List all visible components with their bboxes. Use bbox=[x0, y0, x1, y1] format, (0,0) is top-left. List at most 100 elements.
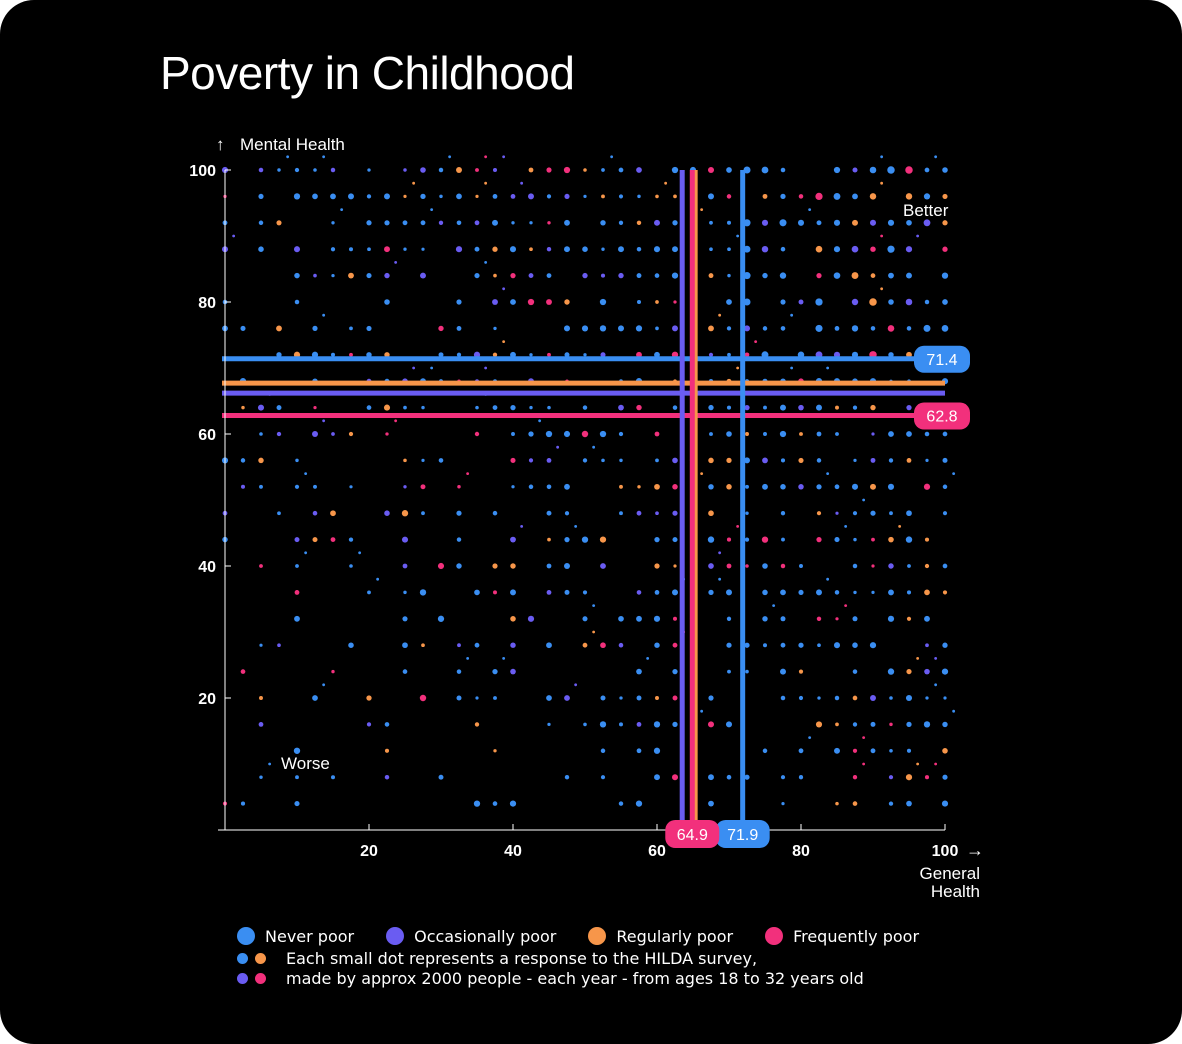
response-dot bbox=[599, 721, 607, 728]
response-dot bbox=[510, 642, 516, 648]
response-dot bbox=[619, 696, 623, 700]
response-dot bbox=[509, 246, 517, 253]
response-dot bbox=[349, 485, 353, 489]
response-dot bbox=[581, 536, 589, 543]
response-dot bbox=[923, 483, 931, 490]
response-dot bbox=[942, 484, 948, 490]
response-dot bbox=[718, 577, 722, 581]
response-dot bbox=[618, 642, 624, 648]
response-dot bbox=[743, 272, 751, 280]
response-dot bbox=[412, 181, 416, 185]
response-dot bbox=[547, 352, 551, 357]
response-dot bbox=[492, 510, 498, 516]
response-dot bbox=[816, 589, 822, 596]
response-dot bbox=[456, 299, 462, 305]
response-dot bbox=[708, 589, 714, 596]
response-dot bbox=[547, 537, 551, 542]
response-dot bbox=[384, 748, 390, 753]
response-dot bbox=[761, 219, 769, 226]
dot-sample-icon bbox=[237, 952, 248, 964]
response-dot bbox=[618, 801, 624, 806]
response-dot bbox=[564, 246, 570, 253]
response-dot bbox=[942, 193, 948, 199]
response-dot bbox=[844, 604, 848, 607]
response-dot bbox=[457, 643, 461, 648]
response-dot bbox=[493, 749, 497, 753]
response-dot bbox=[348, 193, 354, 200]
response-dot bbox=[654, 536, 660, 543]
response-dot bbox=[636, 668, 642, 675]
response-dot bbox=[618, 272, 624, 279]
response-dot bbox=[888, 536, 894, 543]
response-dot bbox=[870, 748, 876, 754]
response-dot bbox=[816, 616, 822, 622]
response-dot bbox=[520, 181, 524, 185]
response-dot bbox=[727, 273, 731, 278]
response-dot bbox=[888, 352, 894, 358]
response-dot bbox=[510, 457, 516, 463]
response-dot bbox=[934, 683, 938, 687]
response-dot bbox=[636, 167, 642, 173]
response-dot bbox=[511, 432, 515, 436]
response-dot bbox=[726, 589, 732, 596]
response-dot bbox=[592, 630, 596, 634]
response-dot bbox=[870, 326, 876, 331]
response-dot bbox=[448, 155, 452, 159]
response-dot bbox=[925, 458, 929, 463]
response-dot bbox=[726, 167, 732, 173]
response-dot bbox=[780, 326, 786, 331]
response-dot bbox=[851, 245, 859, 253]
response-dot bbox=[241, 405, 245, 410]
response-dot bbox=[293, 747, 301, 754]
response-dot bbox=[600, 273, 606, 278]
response-dot bbox=[707, 721, 715, 728]
response-dot bbox=[546, 642, 552, 649]
response-dot bbox=[726, 537, 732, 542]
response-dot bbox=[510, 404, 516, 411]
response-dot bbox=[563, 166, 571, 174]
response-dot bbox=[798, 775, 804, 780]
legend-label: Regularly poor bbox=[616, 926, 734, 946]
response-dot bbox=[277, 511, 281, 516]
response-dot bbox=[816, 458, 822, 463]
response-dot bbox=[916, 657, 920, 660]
response-dot bbox=[348, 431, 354, 437]
response-dot bbox=[528, 458, 534, 463]
response-dot bbox=[277, 643, 281, 648]
response-dot bbox=[906, 669, 912, 675]
response-dot bbox=[456, 510, 462, 516]
response-dot bbox=[421, 458, 425, 463]
response-dot bbox=[403, 247, 407, 251]
response-dot bbox=[438, 167, 444, 173]
response-dot bbox=[556, 445, 560, 449]
response-dot bbox=[655, 696, 659, 700]
response-dot bbox=[923, 721, 931, 728]
response-dot bbox=[474, 722, 480, 727]
response-dot bbox=[582, 246, 588, 253]
response-dot bbox=[294, 615, 300, 622]
response-dot bbox=[492, 193, 498, 199]
response-dot bbox=[240, 669, 246, 674]
response-dot bbox=[798, 299, 804, 305]
response-dot bbox=[402, 563, 408, 569]
chart-title: Poverty in Childhood bbox=[160, 47, 575, 99]
response-dot bbox=[295, 775, 299, 780]
response-dot bbox=[582, 458, 588, 463]
legend-item: Never poor bbox=[237, 927, 354, 946]
response-dot bbox=[851, 483, 859, 490]
response-dot bbox=[403, 194, 407, 199]
response-dot bbox=[924, 537, 930, 542]
response-dot bbox=[761, 536, 769, 543]
response-dot bbox=[834, 590, 840, 595]
response-dot bbox=[887, 325, 895, 332]
response-dot bbox=[853, 537, 857, 542]
response-dot bbox=[708, 800, 714, 807]
response-dot bbox=[726, 405, 732, 410]
response-dot bbox=[366, 273, 372, 279]
response-dot bbox=[619, 722, 623, 727]
response-dot bbox=[852, 722, 858, 727]
response-dot bbox=[835, 511, 839, 515]
response-dot bbox=[583, 194, 587, 199]
response-dot bbox=[853, 458, 857, 463]
response-dot bbox=[546, 563, 552, 569]
